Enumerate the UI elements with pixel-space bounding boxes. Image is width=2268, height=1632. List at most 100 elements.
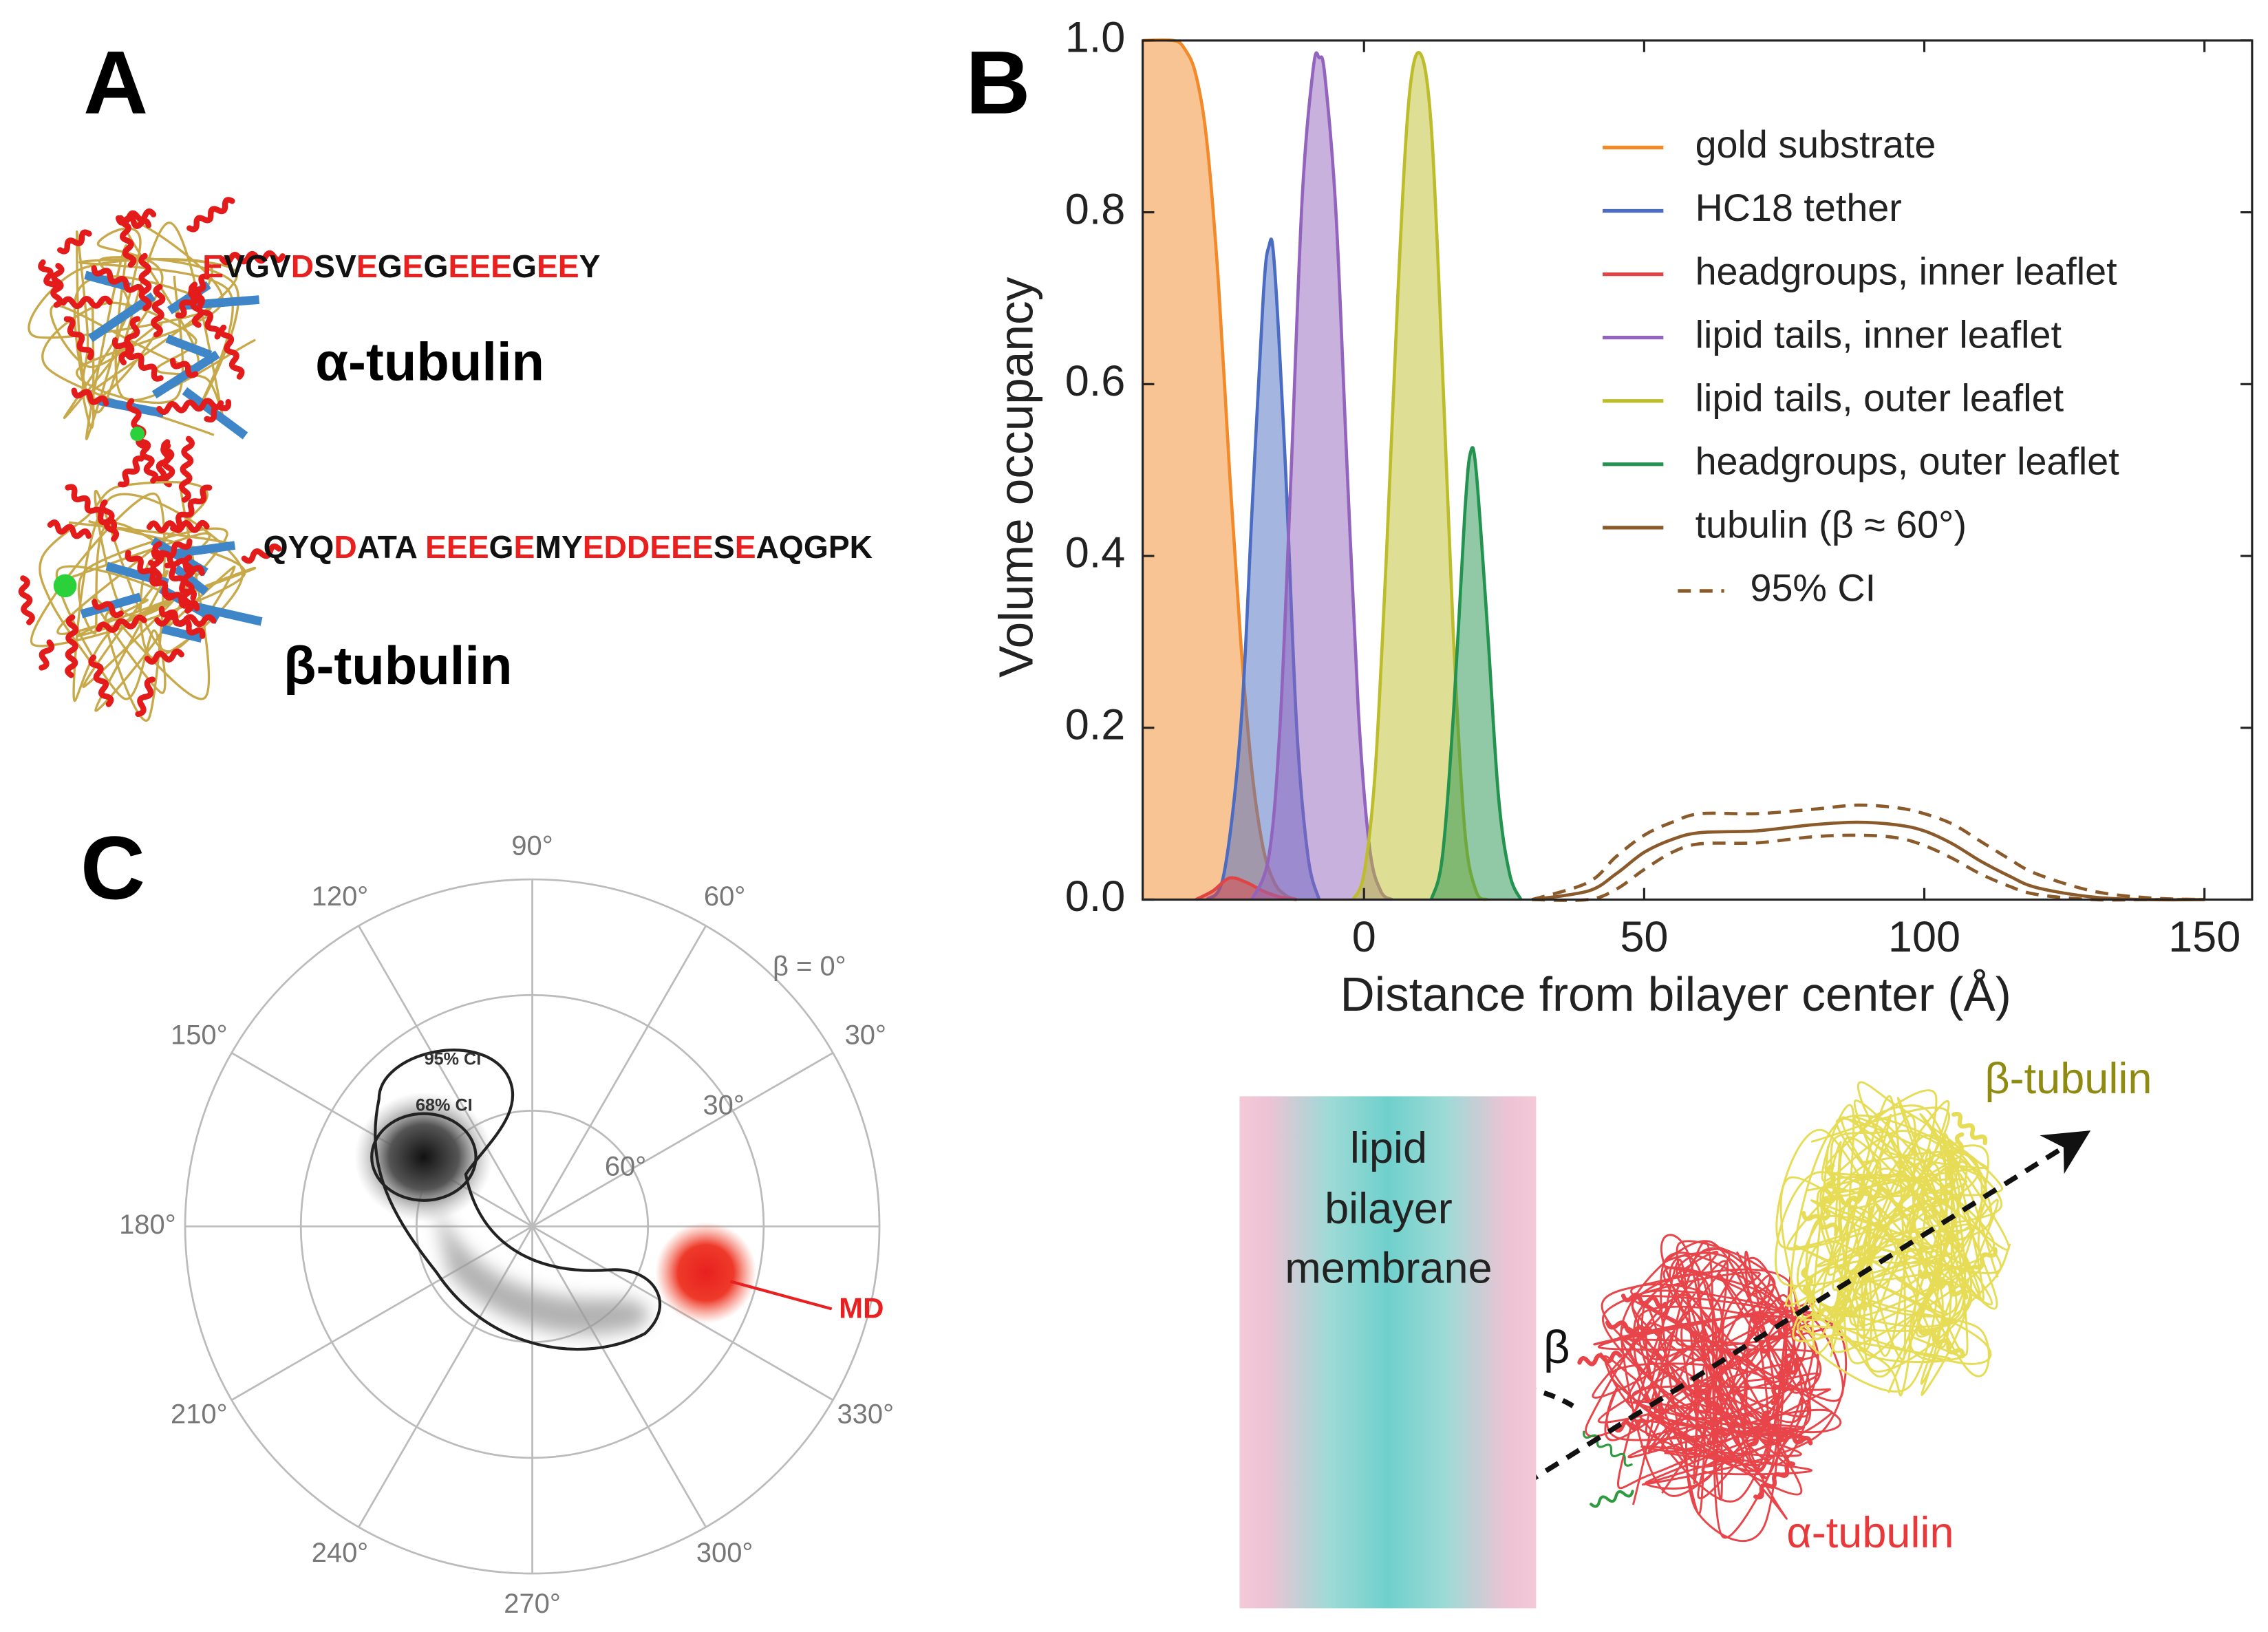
protein-helix (57, 229, 92, 255)
radial-tick-label: 60° (605, 1151, 646, 1181)
angle-tick-label: 120° (312, 881, 369, 912)
protein-helix (91, 265, 145, 296)
panel-label: B (965, 32, 1030, 133)
contour-95 (374, 1049, 661, 1351)
protein-coil (1799, 1081, 2002, 1364)
protein-coil (1610, 1247, 1831, 1496)
protein-helix (169, 357, 199, 378)
ligand (130, 427, 145, 442)
sequence-segment: EEE (448, 248, 512, 284)
protein-helix (50, 263, 65, 308)
protein-helix (115, 214, 152, 229)
angle-grid (531, 1225, 707, 1528)
protein-helix (1612, 1418, 1649, 1433)
sequence-segment: G (512, 248, 537, 284)
membrane-label: membrane (1285, 1244, 1492, 1292)
protein-helix (111, 337, 164, 382)
y-tick-label: 0.2 (1065, 700, 1126, 749)
protein-helix (99, 499, 120, 542)
protein-helix (188, 286, 222, 340)
protein-helix (1917, 1324, 1965, 1359)
protein-sheet (151, 350, 220, 399)
series-line (1532, 820, 2205, 902)
sequence-segment: Y (579, 248, 601, 284)
area-fill (1142, 39, 1297, 900)
series-line (1532, 833, 2205, 902)
y-tick-label: 0.6 (1065, 357, 1126, 405)
protein-helix (118, 316, 141, 366)
protein-helix (1810, 1303, 1868, 1320)
protein-helix (151, 283, 166, 338)
protein-helix (118, 455, 145, 488)
protein-coil (1619, 1254, 1841, 1543)
protein-coil (1597, 1241, 1848, 1539)
protein-sheet (161, 624, 203, 643)
protein-helix (150, 541, 164, 585)
sequence-segment: ATA (357, 529, 425, 565)
protein-helix (92, 599, 124, 619)
angle-tick-label: 240° (312, 1538, 369, 1568)
legend-label: lipid tails, outer leaflet (1695, 376, 2064, 419)
protein-helix (1605, 1320, 1648, 1335)
protein-helix (160, 439, 175, 488)
protein-helix (1577, 1351, 1623, 1366)
protein-helix (1750, 1313, 1782, 1327)
angle-tick-label: 60° (704, 881, 745, 912)
protein-helix (96, 614, 147, 633)
angle-grid (358, 925, 533, 1227)
protein-helix (47, 519, 92, 539)
sequence-segment: G (489, 529, 514, 565)
legend-label: lipid tails, inner leaflet (1695, 313, 2062, 356)
protein-sheet (165, 334, 213, 359)
sequence-segment: D (334, 529, 356, 565)
beta-sequence: QYQDATA EEEGEMYEDDEEESEAQGPK (264, 529, 873, 565)
sequence-segment: EEE (425, 529, 489, 565)
beta-label: β-tubulin (284, 636, 512, 696)
md-spot (655, 1222, 757, 1324)
sequence-segment: G (378, 248, 403, 284)
protein-helix (38, 259, 59, 294)
protein-helix (154, 614, 217, 627)
legend-label: HC18 tether (1695, 186, 1902, 229)
protein-helix (1834, 1282, 1848, 1324)
radial-tick-label: β = 0° (773, 952, 846, 982)
protein-sheet (173, 564, 209, 596)
sequence-segment: MY (535, 529, 583, 565)
y-tick-label: 0.4 (1065, 529, 1126, 577)
protein-helix (1590, 1490, 1634, 1508)
protein-helix (71, 387, 109, 407)
annotation: 68% CI (416, 1096, 473, 1115)
x-tick-label: 0 (1352, 913, 1376, 961)
alpha-tubulin-label: α-tubulin (1786, 1509, 1954, 1557)
sequence-segment: E (202, 248, 224, 284)
legend-label: headgroups, inner leaflet (1695, 250, 2118, 292)
protein-helix (146, 519, 210, 534)
protein-coil (50, 217, 224, 429)
sequence-segment: S (714, 529, 735, 565)
contour-68 (370, 1112, 478, 1202)
protein-helix (219, 250, 286, 266)
protein-helix (1766, 1424, 1813, 1446)
density-tail (434, 1200, 649, 1335)
protein-helix (181, 555, 195, 614)
membrane-label: bilayer (1325, 1185, 1453, 1233)
sequence-segment: D (291, 248, 314, 284)
protein-helix (218, 324, 245, 380)
series-line (1429, 446, 1523, 901)
protein-helix (18, 575, 35, 625)
angle-grid (531, 1052, 834, 1227)
protein-helix (1850, 1187, 1890, 1203)
y-tick-label: 0.8 (1065, 185, 1126, 233)
protein-helix (136, 431, 159, 484)
ligand (53, 574, 77, 598)
y-axis-title: Volume occupancy (989, 277, 1042, 678)
sequence-segment: G (424, 248, 449, 284)
membrane-label: lipid (1350, 1124, 1427, 1172)
protein-helix (1973, 1247, 1998, 1270)
protein-helix (1801, 1211, 1839, 1233)
annotation: MD (839, 1292, 884, 1324)
protein-helix (1761, 1328, 1783, 1354)
protein-helix (1951, 1111, 1988, 1146)
